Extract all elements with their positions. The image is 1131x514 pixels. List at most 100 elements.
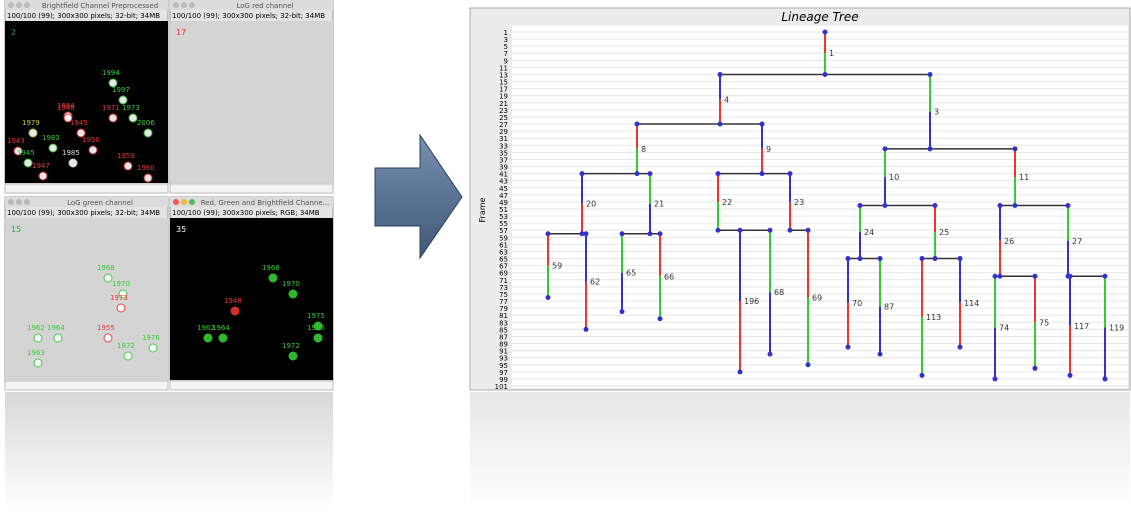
cell (117, 304, 125, 312)
node (823, 72, 828, 77)
frame-tick-label: 101 (495, 383, 508, 391)
window-info: 100/100 (99); 300x300 pixels; RGB; 34MB (172, 209, 320, 217)
track-label: 21 (654, 200, 664, 209)
cell-label: 1948 (224, 297, 242, 305)
node (1013, 203, 1018, 208)
node (760, 171, 765, 176)
node (648, 171, 653, 176)
track-label: 117 (1074, 322, 1089, 331)
tree-title: Lineage Tree (781, 10, 858, 24)
node (718, 72, 723, 77)
track-label: 74 (999, 324, 1009, 333)
node (1103, 376, 1108, 381)
cell (39, 172, 47, 180)
node (993, 376, 998, 381)
track-label: 1 (829, 49, 834, 58)
image (170, 218, 333, 380)
track-label: 59 (552, 262, 562, 271)
window-button (8, 199, 14, 205)
cell-label: 1972 (117, 342, 135, 350)
node (658, 231, 663, 236)
node (635, 171, 640, 176)
node (858, 256, 863, 261)
window-info: 100/100 (99); 300x300 pixels; 32-bit; 34… (7, 12, 160, 20)
cell-label: 1945 (70, 119, 88, 127)
cell (24, 159, 32, 167)
cell-label: 1976 (307, 324, 325, 332)
window-info: 100/100 (99); 300x300 pixels; 32-bit; 34… (7, 209, 160, 217)
node (958, 345, 963, 350)
cell-label: 1997 (112, 86, 130, 94)
cell (119, 96, 127, 104)
window-button (8, 2, 14, 8)
track-label: 65 (626, 269, 636, 278)
cell-label: 1964 (212, 324, 230, 332)
frame-number: 2 (11, 28, 16, 37)
cell-label: 1975 (307, 312, 325, 320)
cell-label: 1959 (117, 152, 135, 160)
cell (144, 174, 152, 182)
cell-label: 1971 (102, 104, 120, 112)
cell-label: 1968 (262, 264, 280, 272)
cell-label: 1968 (97, 264, 115, 272)
cell (144, 129, 152, 137)
node (858, 203, 863, 208)
cell (149, 344, 157, 352)
node (620, 231, 625, 236)
track-label: 113 (926, 313, 941, 322)
node (1033, 366, 1038, 371)
cell (54, 334, 62, 342)
node (958, 256, 963, 261)
window-button (24, 199, 30, 205)
cell (89, 146, 97, 154)
cell-label: 1970 (282, 280, 300, 288)
node (846, 345, 851, 350)
window-title: Red, Green and Brightfield Channe... (201, 199, 330, 207)
cell (314, 334, 322, 342)
node (1068, 373, 1073, 378)
node (883, 203, 888, 208)
window-info: 100/100 (99); 300x300 pixels; 32-bit; 34… (172, 12, 325, 20)
node (760, 122, 765, 127)
window-title: LoG red channel (236, 2, 293, 10)
cell-label: 1945 (17, 149, 35, 157)
node (1103, 274, 1108, 279)
cell-label: 1970 (112, 280, 130, 288)
track-label: 68 (774, 288, 784, 297)
track-label: 4 (724, 95, 729, 104)
track-label: 119 (1109, 324, 1124, 333)
cell-label: 1947 (32, 162, 50, 170)
node (878, 352, 883, 357)
cell (231, 307, 239, 315)
cell-label: 1943 (7, 137, 25, 145)
track-label: 3 (934, 108, 939, 117)
track-label: 69 (812, 294, 822, 303)
node (716, 228, 721, 233)
cell (289, 290, 297, 298)
cell-label: 1964 (47, 324, 65, 332)
scrollbar (5, 381, 168, 390)
track-label: 26 (1004, 237, 1014, 246)
node (806, 362, 811, 367)
frame-number: 15 (11, 225, 21, 234)
cell-label: 1973 (110, 294, 128, 302)
cell (124, 162, 132, 170)
window-button (189, 2, 195, 8)
node (993, 274, 998, 279)
track-label: 75 (1039, 318, 1049, 327)
node (928, 146, 933, 151)
node (768, 228, 773, 233)
cell (289, 352, 297, 360)
node (883, 146, 888, 151)
scrollbar (170, 381, 333, 390)
window-button (173, 2, 179, 8)
cell (49, 144, 57, 152)
reflection (5, 392, 333, 510)
node (546, 231, 551, 236)
track-label: 22 (722, 198, 732, 207)
node (1013, 146, 1018, 151)
cell-label: 1994 (102, 69, 120, 77)
track-label: 25 (939, 228, 949, 237)
track-label: 10 (889, 173, 899, 182)
node (718, 122, 723, 127)
